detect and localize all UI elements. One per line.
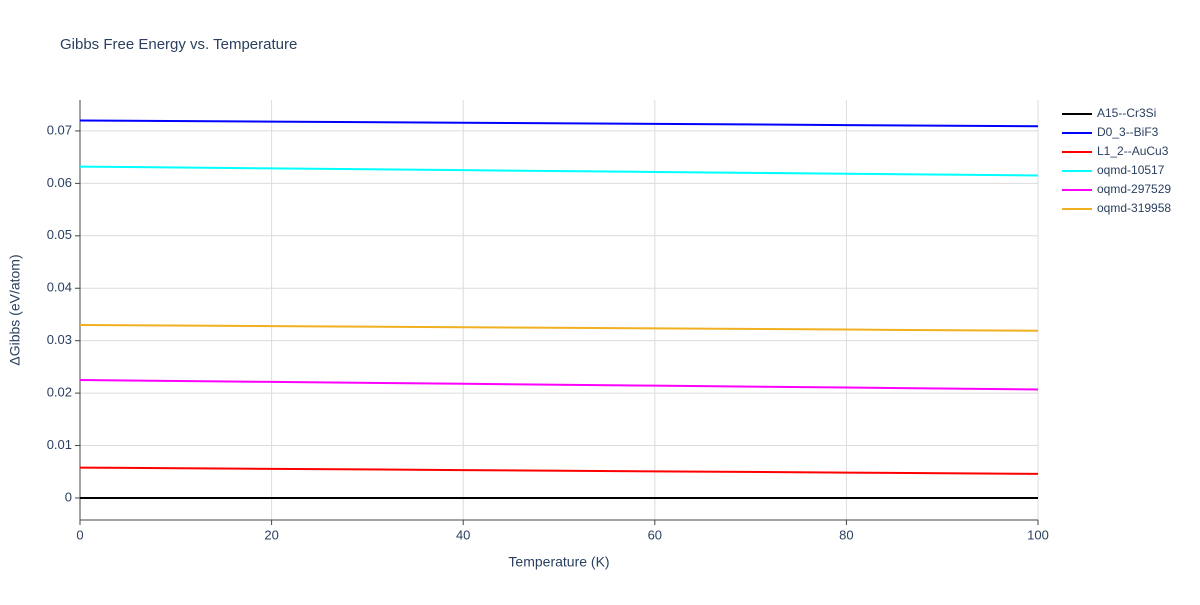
x-tick-label: 20 — [264, 527, 278, 542]
series-line — [79, 119, 1039, 128]
y-tick-label: 0.03 — [47, 332, 72, 347]
legend-label: D0_3--BiF3 — [1097, 125, 1159, 139]
y-tick-label: 0.05 — [47, 227, 72, 242]
legend-label: L1_2--AuCu3 — [1097, 144, 1169, 158]
series-line — [79, 379, 1039, 391]
legend-label: oqmd-297529 — [1097, 182, 1171, 196]
y-tick-label: 0.06 — [47, 175, 72, 190]
y-tick-label: 0.02 — [47, 385, 72, 400]
x-tick-label: 100 — [1027, 527, 1049, 542]
legend-label: oqmd-10517 — [1097, 163, 1165, 177]
chart-title: Gibbs Free Energy vs. Temperature — [60, 36, 297, 53]
y-tick-label: 0.07 — [47, 122, 72, 137]
y-tick-label: 0 — [65, 489, 72, 504]
legend-label: oqmd-319958 — [1097, 201, 1171, 215]
x-tick-label: 0 — [76, 527, 83, 542]
series-line — [79, 466, 1039, 475]
x-axis-label: Temperature (K) — [508, 554, 609, 570]
x-tick-label: 40 — [456, 527, 470, 542]
y-axis-label: ΔGibbs (eV/atom) — [7, 254, 23, 365]
x-tick-label: 60 — [648, 527, 662, 542]
legend-label: A15--Cr3Si — [1097, 106, 1156, 120]
y-tick-label: 0.04 — [47, 280, 72, 295]
y-tick-label: 0.01 — [47, 437, 72, 452]
series-line — [79, 165, 1039, 177]
x-tick-label: 80 — [839, 527, 853, 542]
series-line — [79, 323, 1039, 332]
